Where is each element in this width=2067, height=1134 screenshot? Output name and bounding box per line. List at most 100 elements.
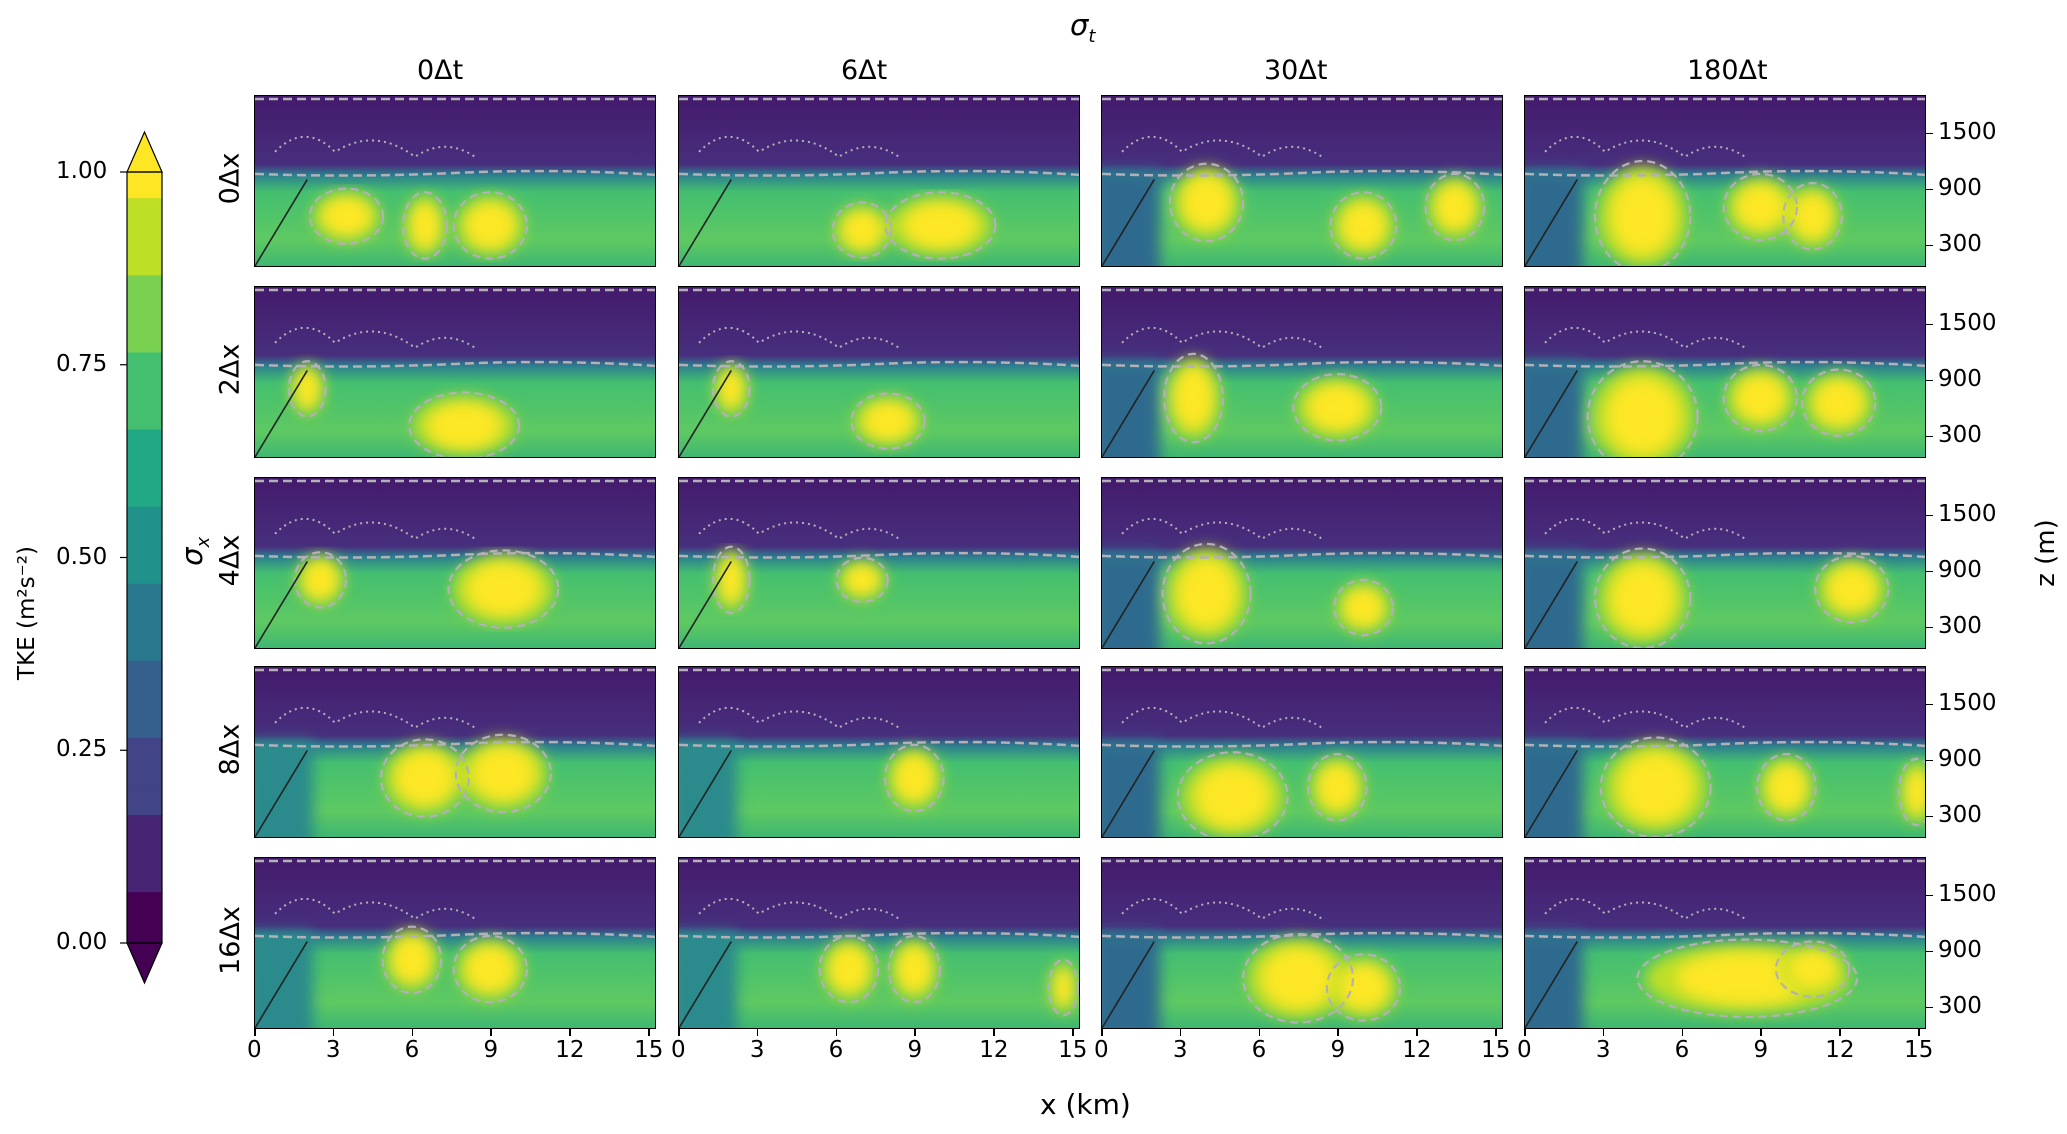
tke-hotspot [1053, 969, 1073, 1006]
x-tick-mark [1602, 1029, 1605, 1036]
panel-0Δx-180Δt [1524, 95, 1926, 267]
tke-hotspot [1318, 765, 1357, 810]
x-tick-label: 6 [1251, 1037, 1267, 1063]
contour-line [1586, 360, 1699, 457]
x-tick-mark [1918, 1029, 1920, 1036]
tke-field [1102, 287, 1502, 457]
tke-hotspot [1767, 765, 1806, 810]
transect-line [1525, 370, 1578, 457]
tke-hotspot [830, 946, 868, 992]
panel-16Δx-30Δt [1101, 857, 1503, 1029]
row-title: 0Δx [214, 152, 246, 205]
column-title: 30Δt [1264, 55, 1328, 86]
tke-hotspot [1612, 179, 1674, 254]
tke-hotspot [466, 203, 514, 248]
tke-hotspot [396, 752, 454, 804]
tke-hotspot [1197, 767, 1269, 826]
colorbar-level [127, 634, 162, 661]
tke-hotspot [410, 203, 440, 248]
panel-8Δx-180Δt [1524, 666, 1926, 838]
y-tick-label: 900 [1938, 174, 1982, 201]
y-tick-label: 1500 [1938, 880, 1997, 907]
x-tick-label: 12 [1402, 1037, 1432, 1063]
x-tick-label: 6 [1674, 1037, 1690, 1063]
x-tick-label: 6 [828, 1037, 844, 1063]
x-tick-label: 0 [1094, 1037, 1109, 1063]
tke-field [255, 667, 655, 837]
tke-hotspot [428, 403, 500, 448]
colorbar-label: TKE (m²s⁻²) [13, 546, 40, 680]
panel-8Δx-0Δt [254, 666, 656, 838]
tke-hotspot [843, 211, 881, 249]
y-tick-mark [1926, 950, 1933, 953]
tke-hotspot [845, 565, 879, 595]
contour-line [711, 360, 751, 418]
x-tick-mark [835, 1029, 838, 1036]
y-tick-label: 900 [1938, 745, 1982, 772]
tke-hotspot [864, 402, 912, 440]
column-title: 6Δt [841, 55, 888, 86]
x-tick-label: 15 [634, 1037, 664, 1063]
contour-line [447, 549, 560, 629]
colorbar-level [127, 480, 162, 507]
x-tick-label: 3 [1595, 1037, 1611, 1063]
x-tick-mark [411, 1029, 414, 1036]
contour-line [1047, 958, 1079, 1017]
colorbar-level [127, 865, 162, 893]
colorbar-level [127, 172, 162, 199]
y-tick-mark [1926, 703, 1933, 706]
x-tick-label: 9 [483, 1037, 499, 1063]
contour-line [255, 931, 655, 939]
contour-line [679, 551, 1079, 559]
y-tick-label: 1500 [1938, 309, 1997, 336]
contour-line [255, 551, 655, 559]
colorbar-level [127, 326, 162, 353]
panel-4Δx-30Δt [1101, 477, 1503, 649]
contour-line [379, 738, 470, 818]
tke-hotspot [393, 937, 431, 982]
x-tick-mark [648, 1029, 650, 1036]
colorbar-level [127, 454, 162, 481]
colorbar-level [127, 351, 162, 379]
colorbar-level [127, 531, 162, 558]
colorbar-level [127, 197, 162, 224]
contour-line [1722, 363, 1798, 433]
colorbar-level [127, 814, 162, 841]
x-tick-label: 3 [749, 1037, 765, 1063]
contour-line [1163, 352, 1224, 444]
x-tick-mark [254, 1029, 256, 1036]
x-tick-mark [1416, 1029, 1418, 1036]
contour-line [1242, 932, 1355, 1024]
tke-hotspot [895, 755, 934, 801]
y-tick-label: 1500 [1938, 118, 1997, 145]
colorbar-level [127, 300, 162, 327]
contour-line [1774, 940, 1851, 998]
contour-line [1424, 172, 1486, 242]
contour-line [818, 934, 880, 1004]
contour-line [1329, 191, 1398, 260]
tke-hotspot [1339, 965, 1387, 1010]
y-tick-mark [1926, 244, 1933, 247]
x-tick-label: 9 [907, 1037, 923, 1063]
transect-line [1525, 941, 1578, 1028]
tke-hotspot [1178, 560, 1235, 627]
transect-line [679, 179, 732, 266]
colorbar-level [127, 686, 162, 713]
x-tick-label: 6 [404, 1037, 420, 1063]
column-title: 0Δt [417, 55, 464, 86]
colorbar-level [127, 249, 162, 276]
colorbar-level [127, 557, 162, 584]
x-tick-label: 0 [1517, 1037, 1532, 1063]
y-tick-label: 300 [1938, 230, 1982, 257]
colorbar-level [127, 737, 162, 764]
y-tick-mark [1926, 1006, 1933, 1009]
transect-line [1102, 179, 1155, 266]
y-tick-mark [1926, 894, 1933, 897]
transect-line [255, 750, 308, 837]
y-tick-mark [1926, 626, 1933, 629]
tke-hotspot [468, 563, 539, 615]
panel-16Δx-6Δt [678, 857, 1080, 1029]
colorbar-level [127, 429, 162, 456]
x-tick-label: 12 [979, 1037, 1009, 1063]
contour-line [1306, 753, 1368, 822]
